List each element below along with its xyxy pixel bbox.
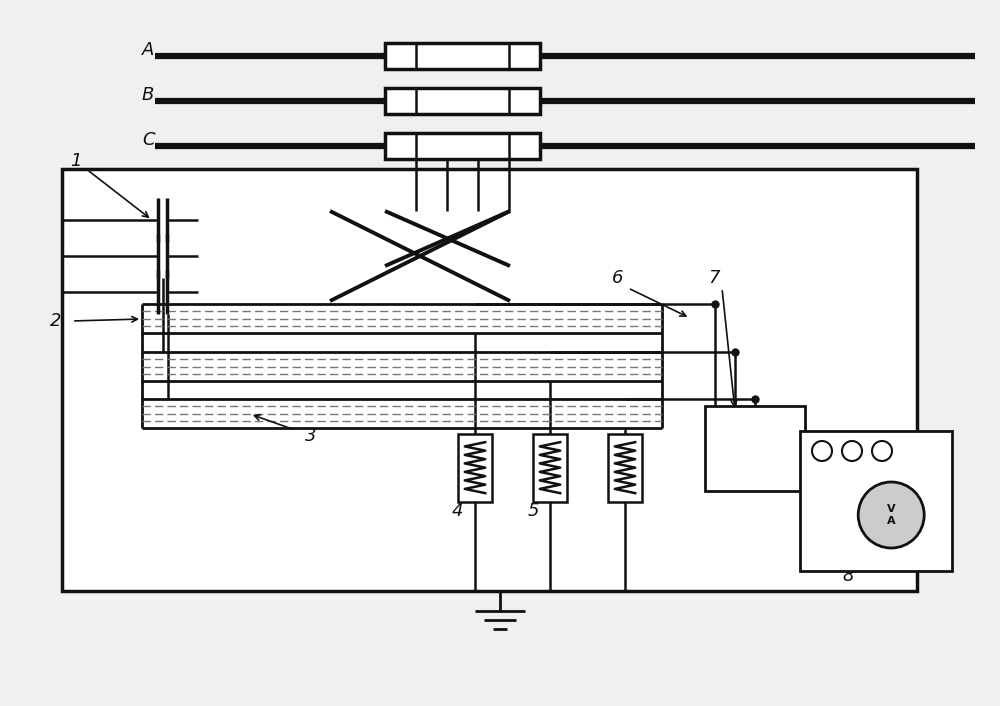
Bar [385,88,540,114]
Text: C: C [142,131,155,149]
Text: 4: 4 [452,502,463,520]
Bar [458,434,492,502]
Bar [385,133,540,159]
Text: 1: 1 [70,152,82,170]
Text: 3: 3 [305,427,316,445]
Text: B: B [142,86,154,104]
Bar [608,434,642,502]
Text: 8: 8 [842,567,854,585]
Text: 7: 7 [708,269,720,287]
Bar [533,434,567,502]
Bar [800,431,952,571]
Bar [705,406,805,491]
Text: 6: 6 [612,269,624,287]
Text: 5: 5 [528,502,540,520]
Text: 2: 2 [50,312,62,330]
Bar [385,43,540,69]
Text: A: A [142,41,154,59]
Circle shape [858,482,924,548]
Text: V
A: V A [887,504,896,526]
Bar [62,169,917,591]
